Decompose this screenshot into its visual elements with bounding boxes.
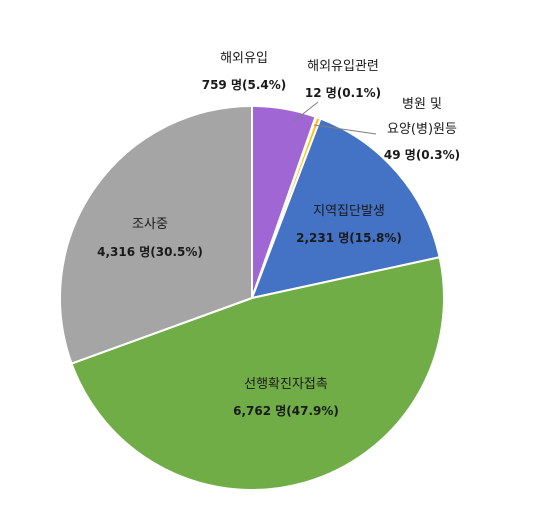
label-investigating-count: 4,316 명(30.5%): [97, 245, 203, 259]
leader-line-hospital: [313, 124, 377, 135]
label-overseas-related-name: 해외유입관련: [307, 59, 379, 74]
label-hospital-name-line1: 병원 및: [402, 97, 442, 112]
label-contact-count: 6,762 명(47.9%): [233, 404, 339, 418]
label-contact-name: 선행확진자접촉: [244, 376, 328, 392]
label-cluster-name: 지역집단발생: [313, 204, 385, 219]
label-hospital-name-line2: 요양(병)원등: [387, 122, 457, 137]
pie-slices: [59, 104, 445, 491]
label-hospital-count: 49 명(0.3%): [384, 148, 460, 162]
slice-cluster: [250, 117, 441, 300]
leader-line-overseas-related: [293, 101, 319, 122]
label-overseas-name: 해외유입: [220, 51, 268, 66]
label-cluster-count: 2,231 명(15.8%): [296, 231, 402, 245]
label-overseas-related-count: 12 명(0.1%): [305, 86, 381, 100]
slice-investigating: [59, 104, 253, 365]
slice-contact: [70, 256, 445, 491]
data-labels: 해외유입 759 명(5.4%) 해외유입관련 12 명(0.1%) 병원 및 …: [97, 51, 460, 418]
leader-lines: [293, 101, 377, 135]
label-investigating-name: 조사중: [132, 217, 168, 232]
label-overseas-count: 759 명(5.4%): [202, 78, 287, 92]
